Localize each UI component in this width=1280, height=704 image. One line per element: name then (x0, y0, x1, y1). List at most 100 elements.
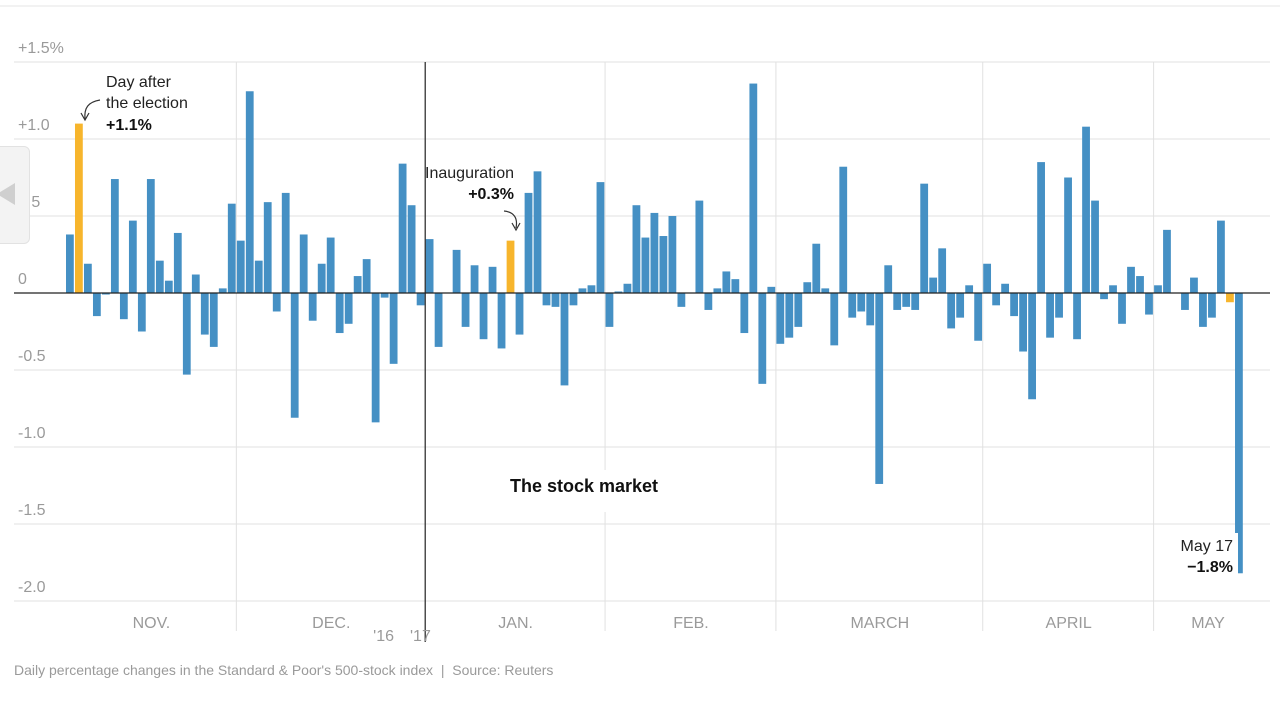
bar (407, 205, 416, 293)
previous-panel-tab[interactable] (0, 146, 30, 244)
bar (1235, 293, 1243, 574)
bar (380, 293, 389, 298)
annotation-inauguration-arrow (503, 210, 518, 229)
bar (218, 288, 227, 293)
bar (272, 293, 281, 312)
bar (758, 293, 767, 384)
bar (119, 293, 128, 320)
bar (416, 293, 425, 306)
bar (434, 293, 443, 347)
annotation-may17: May 17 −1.8% (1164, 533, 1238, 579)
bar (92, 293, 101, 317)
bar (371, 293, 380, 423)
annotation-election-arrowhead (80, 112, 90, 122)
bar (182, 293, 191, 375)
year-label-2017: '17 (410, 628, 431, 645)
bar (884, 265, 893, 293)
title-backdrop (495, 470, 677, 512)
bar (542, 293, 551, 306)
month-label: APRIL (1046, 615, 1092, 632)
bar (362, 259, 371, 293)
bar (1199, 293, 1207, 327)
bar (1181, 293, 1189, 310)
bar (452, 249, 461, 293)
bar (515, 293, 524, 335)
bar (641, 237, 650, 293)
y-tick-label: +1.5% (18, 40, 64, 57)
bar (902, 293, 911, 307)
bar (533, 171, 542, 293)
bar (1019, 293, 1027, 352)
bar (461, 293, 470, 327)
bar (1055, 293, 1063, 318)
bar (317, 263, 326, 293)
bar (1127, 266, 1135, 293)
bar (1091, 200, 1099, 293)
bar (695, 200, 704, 293)
bar (1136, 276, 1144, 293)
bar (893, 293, 902, 310)
bar (110, 179, 119, 293)
bar (1037, 162, 1045, 293)
bar (911, 293, 920, 310)
annotation-election: Day after the election +1.1% (80, 74, 188, 134)
bar (569, 293, 578, 306)
bar (164, 280, 173, 293)
bar (101, 293, 110, 295)
month-label: MARCH (850, 615, 909, 632)
bar (812, 243, 821, 293)
bar (1217, 220, 1225, 293)
bar (578, 288, 587, 293)
bar (722, 271, 731, 293)
bar (281, 192, 290, 293)
caption-source: Source: Reuters (452, 662, 554, 678)
bars (66, 83, 1243, 574)
bar (173, 232, 182, 293)
annotation-inauguration-arrowhead (511, 222, 521, 232)
bar (857, 293, 866, 312)
month-label: JAN. (498, 615, 533, 632)
bar (1100, 293, 1108, 300)
bar (740, 293, 749, 334)
annotation-inauguration-label: Inauguration (425, 165, 514, 182)
month-labels: NOV. DEC. JAN. FEB. MARCH APRIL MAY (133, 615, 1226, 632)
bar (587, 285, 596, 293)
bar (83, 263, 92, 293)
y-axis-ticks: +1.5%+1.00.50-0.5-1.0-1.5-2.0 (18, 40, 64, 596)
annotation-election-arrow (84, 99, 101, 120)
bar (227, 203, 236, 293)
bar (551, 293, 560, 307)
y-tick-label: -0.5 (18, 348, 46, 365)
year-label-2016: '16 (373, 628, 394, 645)
month-dividers (235, 62, 1155, 631)
annotation-election-line1: Day after (106, 74, 172, 91)
bar (1046, 293, 1054, 338)
bar (560, 293, 569, 386)
bar (983, 263, 992, 293)
gridlines (14, 61, 1270, 602)
caption-separator: | (436, 662, 449, 678)
bar (605, 293, 614, 327)
bar (677, 293, 686, 307)
bar (623, 283, 632, 293)
bar (326, 237, 335, 293)
bar (731, 279, 740, 293)
bar (830, 293, 839, 346)
highlight-bar (506, 240, 515, 293)
annotation-may17-label: May 17 (1181, 538, 1234, 555)
bar (191, 274, 200, 293)
bar (209, 293, 218, 347)
month-label: NOV. (133, 615, 171, 632)
month-label: FEB. (673, 615, 709, 632)
bar (1190, 277, 1198, 293)
bar (1109, 285, 1117, 293)
bar (650, 212, 659, 293)
bar (776, 293, 785, 344)
bar (803, 282, 812, 293)
bar (200, 293, 209, 335)
y-tick-label: 0 (18, 271, 27, 288)
bar (155, 260, 164, 293)
bar (344, 293, 353, 324)
bar (1145, 293, 1153, 315)
